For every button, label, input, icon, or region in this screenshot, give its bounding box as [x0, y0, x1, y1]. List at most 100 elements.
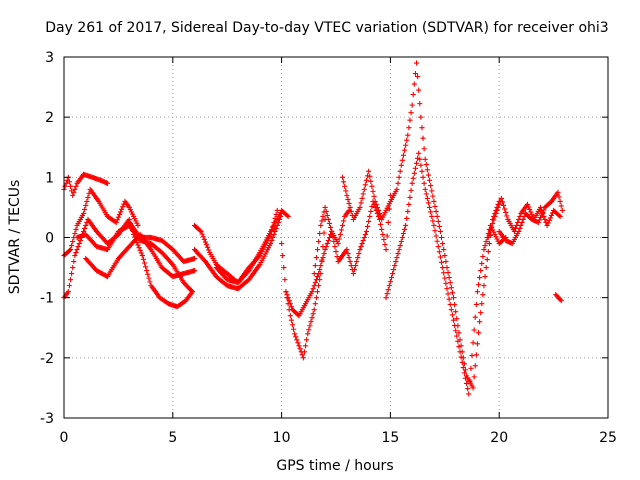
data-point-sat-l [317, 230, 323, 237]
data-point-sat-n [462, 375, 469, 381]
data-point-sat-m [475, 330, 482, 336]
data-point-sat-o [542, 216, 548, 223]
data-point-sat-n [396, 246, 402, 253]
data-point-sat-b [66, 247, 73, 254]
data-point-sat-n [443, 280, 449, 286]
data-point-sat-c [138, 250, 144, 256]
data-point-sat-i [284, 212, 290, 219]
data-point-sat-b [85, 194, 91, 200]
data-point-sat-o [529, 211, 535, 218]
data-point-sat-g [206, 247, 212, 253]
data-point-sat-q [558, 298, 564, 304]
data-point-sat-m [409, 102, 415, 108]
data-point-sat-n [477, 275, 483, 281]
x-tick-label: 20 [490, 430, 508, 446]
data-point-sat-n [449, 312, 456, 318]
x-tick-label: 25 [599, 430, 617, 446]
data-point-sat-l [348, 262, 354, 269]
data-point-sat-g [201, 236, 207, 242]
data-point-sat-h [271, 231, 277, 238]
data-point-sat-m [371, 193, 377, 199]
data-point-sat-j [307, 323, 313, 329]
data-point-sat-n [446, 296, 452, 302]
data-point-sat-k [338, 227, 345, 233]
data-point-sat-k [336, 236, 342, 242]
data-point-sat-m [342, 183, 348, 189]
data-point-sat-l [380, 231, 386, 238]
data-point-sat-m [419, 125, 425, 131]
data-point-sat-n [385, 287, 391, 293]
data-point-sat-a [73, 183, 79, 189]
data-point-sat-c [67, 277, 74, 283]
data-point-sat-n [465, 386, 471, 392]
data-point-sat-k [309, 289, 315, 295]
data-point-sat-k [286, 298, 292, 304]
data-point-sat-c [144, 267, 150, 274]
data-point-sat-m [410, 92, 416, 98]
data-point-sat-j [313, 295, 320, 301]
data-point-sat-i [285, 213, 291, 220]
data-point-sat-a [70, 192, 76, 198]
data-point-sat-o [528, 209, 534, 215]
data-point-sat-m [344, 192, 350, 198]
data-point-sat-m [367, 173, 373, 179]
data-point-sat-n [395, 250, 401, 257]
data-point-sat-l [329, 228, 335, 235]
data-point-sat-n [397, 242, 403, 249]
data-point-sat-m [484, 256, 490, 263]
data-point-sat-o [494, 207, 500, 214]
data-point-sat-c [135, 242, 141, 248]
data-point-sat-m [401, 147, 408, 153]
data-point-sat-l [314, 246, 321, 253]
data-point-sat-j [304, 337, 310, 343]
data-point-sat-m [436, 223, 442, 230]
data-point-sat-m [453, 309, 459, 315]
data-point-sat-c [147, 279, 153, 285]
data-point-sat-k [313, 277, 320, 283]
data-point-sat-n [454, 333, 460, 339]
data-point-sat-c [73, 249, 79, 256]
data-point-sat-c [76, 240, 82, 247]
data-point-sat-m [357, 204, 363, 211]
data-point-sat-k [287, 301, 293, 307]
data-point-sat-a [67, 183, 74, 189]
data-point-sat-o [504, 213, 510, 219]
data-point-sat-o [498, 195, 504, 201]
data-point-sat-p [516, 228, 522, 235]
data-point-sat-m [485, 248, 491, 255]
data-point-sat-m [435, 218, 441, 225]
data-point-sat-n [478, 267, 484, 274]
data-point-sat-n [448, 307, 454, 313]
data-point-sat-m [451, 302, 458, 308]
data-point-sat-n [394, 254, 400, 261]
data-point-sat-k [320, 254, 326, 261]
data-point-sat-b [135, 222, 141, 229]
data-point-sat-m [341, 179, 347, 185]
data-point-sat-l [332, 243, 338, 250]
data-point-sat-p [555, 189, 561, 195]
data-point-sat-n [481, 246, 487, 253]
data-point-sat-b [116, 211, 123, 218]
data-point-sat-m [412, 70, 419, 77]
data-point-sat-n [430, 218, 436, 224]
data-point-sat-n [458, 354, 464, 360]
data-points [61, 60, 565, 397]
data-point-sat-c [74, 246, 80, 253]
data-point-sat-p [559, 207, 565, 214]
data-point-sat-n [383, 295, 389, 301]
data-point-sat-l [385, 219, 391, 226]
data-point-sat-b [80, 210, 87, 217]
data-point-sat-m [431, 198, 437, 204]
data-point-sat-c [71, 258, 77, 265]
data-point-sat-o [485, 234, 491, 241]
data-point-sat-p [556, 194, 562, 200]
data-point-sat-p [519, 219, 525, 226]
data-point-sat-m [411, 81, 417, 87]
data-point-sat-m [445, 269, 451, 276]
data-point-sat-k [317, 266, 323, 273]
x-tick-label: 0 [60, 430, 69, 446]
data-point-sat-n [418, 162, 424, 168]
data-point-sat-m [428, 183, 434, 189]
data-point-sat-m [362, 182, 368, 188]
data-point-sat-l [352, 262, 359, 269]
